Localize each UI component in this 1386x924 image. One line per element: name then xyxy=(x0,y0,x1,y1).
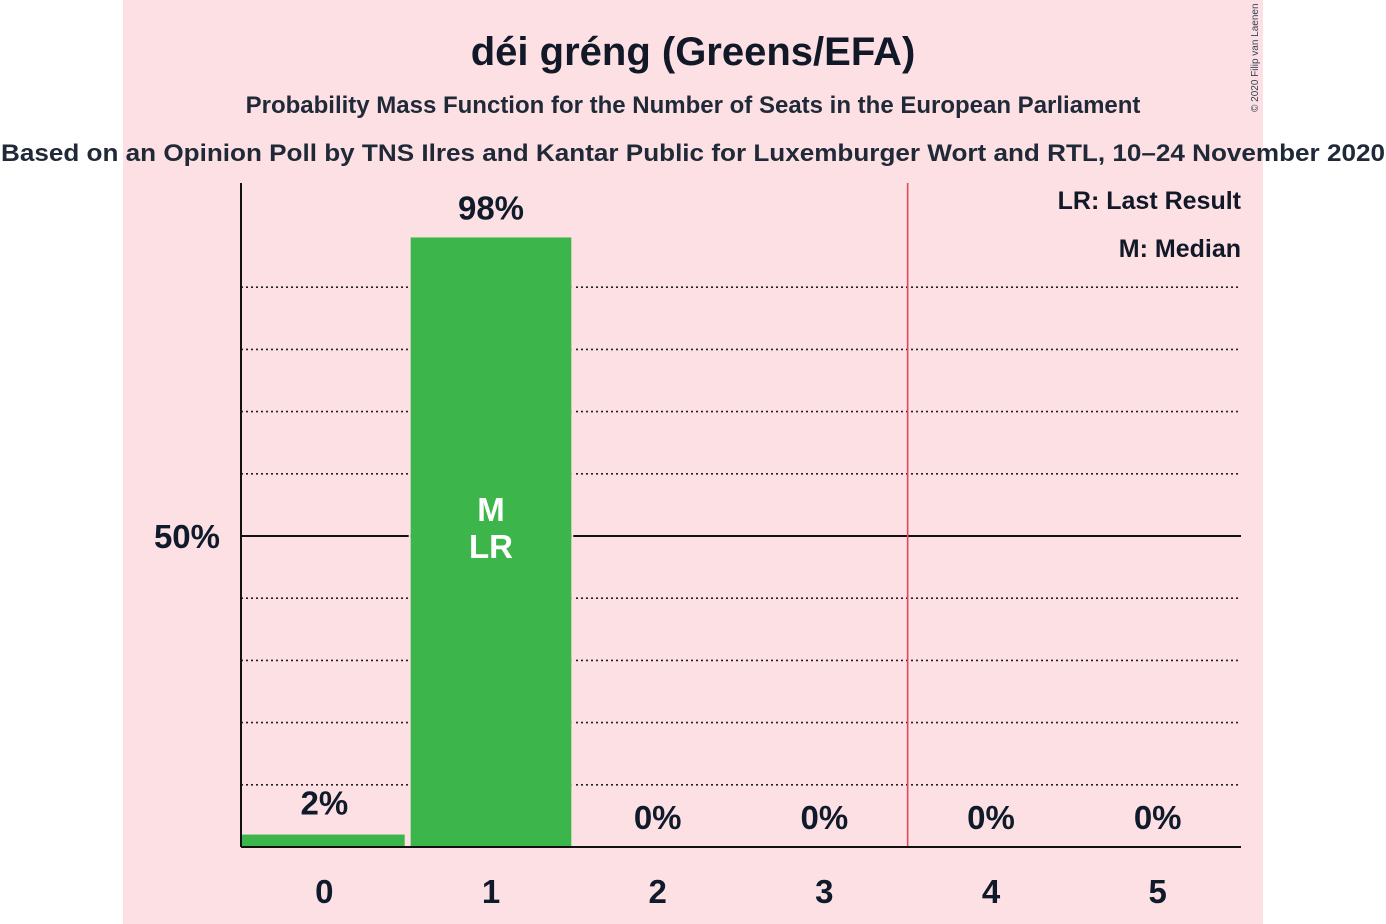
x-tick-label-3: 3 xyxy=(815,873,833,910)
chart-subtitle: Probability Mass Function for the Number… xyxy=(246,92,1141,119)
chart-source-line: Based on an Opinion Poll by TNS Ilres an… xyxy=(1,140,1385,167)
axes: 50% 0 1 2 3 4 5 xyxy=(154,183,1241,910)
chart-title: déi gréng (Greens/EFA) xyxy=(471,30,916,74)
value-label-5: 0% xyxy=(1134,799,1182,836)
x-tick-label-1: 1 xyxy=(482,873,500,910)
value-label-4: 0% xyxy=(967,799,1015,836)
bars xyxy=(241,237,572,847)
value-label-1: 98% xyxy=(458,189,524,226)
copyright-note: © 2020 Filip van Laenen xyxy=(1250,3,1261,112)
legend-median: M: Median xyxy=(1119,235,1241,263)
legend-last-result: LR: Last Result xyxy=(1058,187,1242,215)
value-labels: 2% 98% 0% 0% 0% 0% MLR xyxy=(300,189,1181,836)
background-band xyxy=(123,0,1263,924)
value-label-2: 0% xyxy=(634,799,682,836)
value-label-3: 0% xyxy=(800,799,848,836)
gridlines xyxy=(241,237,1241,847)
value-label-0: 2% xyxy=(300,785,348,822)
bar-annotation-m: M xyxy=(477,491,505,528)
bar-gap-right-1 xyxy=(571,237,574,847)
bar-gap-left-1 xyxy=(408,237,411,847)
y-tick-label-50: 50% xyxy=(154,518,220,555)
x-tick-label-4: 4 xyxy=(982,873,1001,910)
bar-annotation-lr: LR xyxy=(469,528,513,565)
x-tick-label-0: 0 xyxy=(315,873,333,910)
bar-seats-0 xyxy=(241,834,405,847)
x-tick-label-2: 2 xyxy=(648,873,666,910)
bar-seats-1 xyxy=(410,237,572,847)
x-tick-label-5: 5 xyxy=(1148,873,1166,910)
